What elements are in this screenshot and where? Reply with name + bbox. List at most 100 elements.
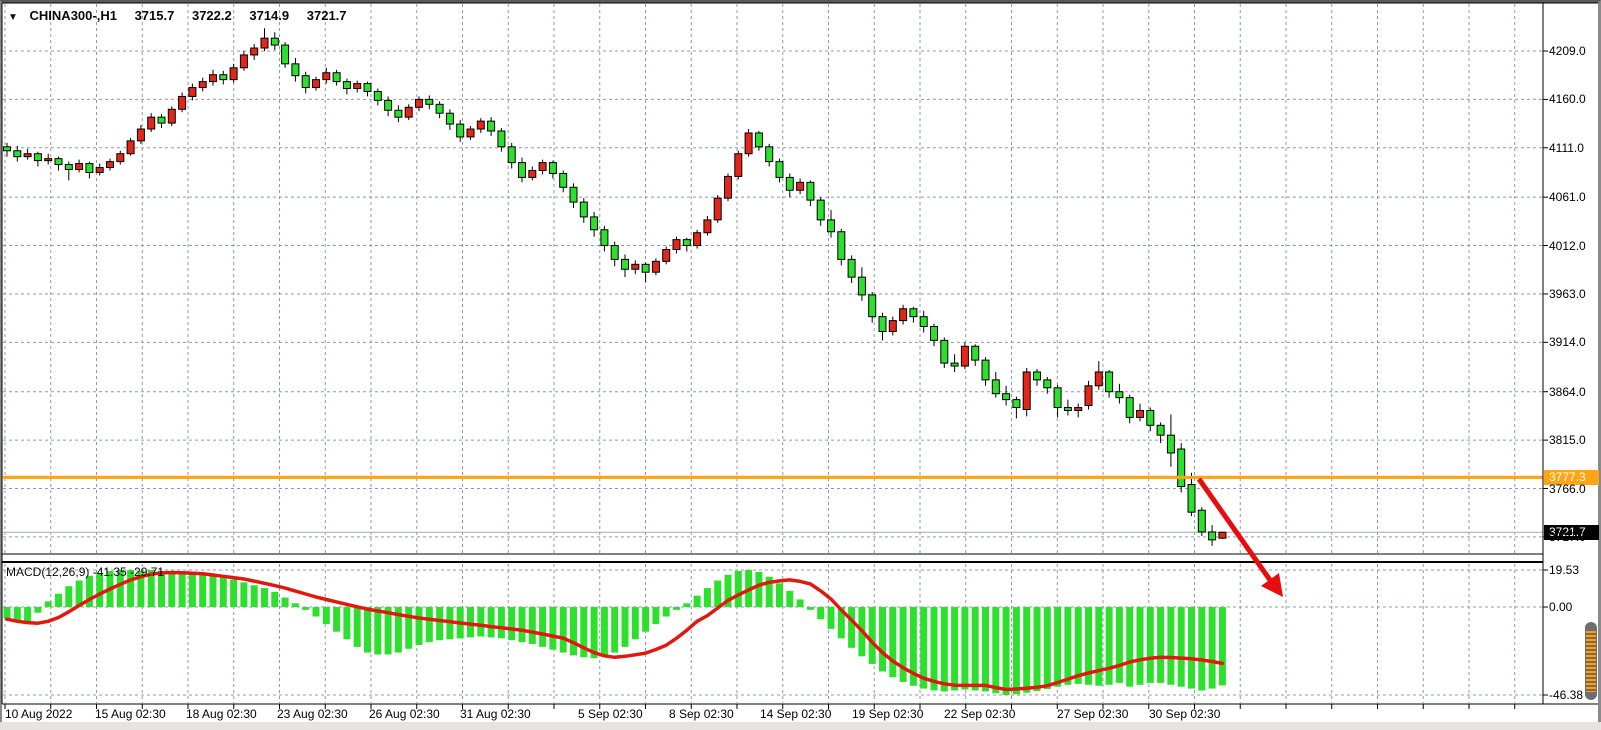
candle-body — [548, 162, 557, 174]
candle-body — [960, 345, 969, 367]
candle-body — [209, 74, 217, 83]
time-axis-label: 26 Aug 02:30 — [369, 707, 440, 721]
candle-body — [785, 176, 794, 191]
candle-body — [579, 201, 588, 218]
macd-bar — [436, 607, 444, 641]
candle-body — [1043, 379, 1052, 389]
time-axis-label: 31 Aug 02:30 — [460, 707, 531, 721]
candle-body — [332, 72, 341, 83]
macd-bar — [621, 607, 629, 647]
macd-bar — [1095, 607, 1103, 686]
candle-body — [64, 164, 73, 171]
candle-body — [559, 172, 568, 188]
macd-bar — [291, 603, 299, 608]
macd-signal-line — [5, 570, 1225, 692]
macd-bar — [250, 585, 258, 608]
candle-body — [1074, 407, 1083, 411]
macd-bar — [96, 572, 104, 608]
candle-body — [106, 161, 114, 169]
macd-bar — [405, 607, 413, 649]
candle-body — [991, 379, 1000, 395]
symbol-dropdown-icon[interactable]: ▼ — [8, 12, 18, 23]
macd-bar — [724, 574, 732, 608]
macd-bar — [168, 571, 176, 608]
macd-bar — [343, 607, 351, 640]
ohlc-close: 3721.7 — [306, 8, 347, 23]
price-axis-label: 4209.0 — [1549, 44, 1586, 58]
candle-body — [909, 308, 918, 318]
macd-bar — [65, 586, 73, 608]
macd-bar — [755, 571, 763, 608]
macd-bar — [806, 607, 814, 610]
macd-bar — [312, 607, 320, 617]
macd-bar — [868, 607, 876, 664]
candle-body — [1197, 509, 1206, 533]
macd-bar — [55, 593, 62, 608]
macd-bar — [188, 572, 196, 608]
macd-bar — [374, 607, 382, 655]
macd-bar — [497, 607, 505, 639]
candle-body — [765, 146, 774, 163]
candle-body — [1022, 371, 1031, 410]
macd-bar — [982, 607, 989, 692]
candle-body — [816, 199, 825, 221]
macd-bar — [786, 590, 794, 608]
macd-bar — [178, 571, 186, 608]
time-axis-label: 27 Sep 02:30 — [1057, 707, 1129, 721]
candle-body — [301, 75, 310, 89]
candle-body — [425, 98, 434, 105]
candle-body — [353, 83, 362, 90]
candle-body — [888, 320, 897, 332]
candle-body — [445, 112, 454, 125]
price-axis-label: 4160.0 — [1549, 92, 1586, 107]
time-axis-label: 23 Aug 02:30 — [277, 707, 348, 721]
candle-body — [693, 232, 702, 247]
candle-body — [373, 90, 382, 101]
macd-histogram — [3, 569, 1226, 696]
candle-body — [734, 153, 743, 177]
macd-bar — [425, 607, 433, 643]
scrollbar-thumb[interactable] — [1585, 622, 1597, 700]
window-bottom-edge — [0, 722, 1601, 730]
macd-bar — [1136, 607, 1144, 685]
candle-body — [116, 153, 125, 163]
candle-body — [1187, 484, 1196, 513]
macd-bar — [642, 607, 650, 632]
macd-bar — [879, 607, 886, 672]
macd-bar — [1208, 607, 1216, 689]
macd-bar — [611, 607, 619, 653]
candle-body — [754, 132, 763, 148]
macd-bar — [1085, 607, 1092, 685]
macd-bar — [1002, 607, 1010, 696]
macd-bar — [817, 607, 825, 620]
macd-bar — [127, 570, 135, 608]
candle-body — [281, 44, 290, 65]
candle-body — [394, 109, 403, 118]
macd-bar — [209, 575, 217, 608]
candle-body — [621, 258, 629, 270]
candle-body — [1053, 387, 1062, 409]
macd-bar — [240, 582, 248, 608]
candle-body — [167, 108, 176, 124]
candle-body — [507, 146, 516, 164]
macd-bar — [539, 607, 547, 647]
candle-body — [188, 87, 197, 97]
macd-bar — [940, 607, 948, 692]
orange-hline[interactable] — [3, 475, 1543, 479]
macd-bar — [147, 570, 155, 608]
candle-body — [23, 153, 32, 158]
candle-body — [950, 362, 959, 367]
macd-bar — [920, 607, 928, 689]
trend-arrow-line[interactable] — [1196, 477, 1273, 582]
macd-bar — [24, 607, 32, 622]
price-axis-label: 3963.0 — [1549, 286, 1586, 301]
candle-body — [538, 162, 547, 171]
candle-body — [981, 359, 990, 381]
candle-body — [847, 258, 856, 278]
macd-bar — [899, 607, 907, 682]
candle-body — [198, 81, 207, 89]
macd-bar — [199, 573, 207, 608]
macd-bar — [1188, 607, 1195, 689]
